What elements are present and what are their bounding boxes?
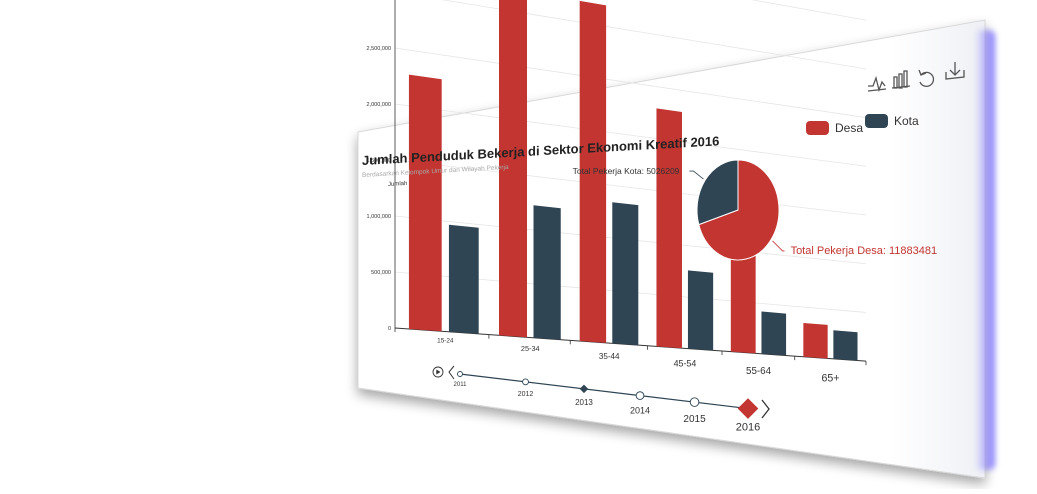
- bar-desa[interactable]: [408, 74, 442, 332]
- bars: [408, 0, 858, 361]
- pie-label: Total Pekerja Desa: 11883481: [791, 245, 938, 257]
- legend-swatch-kota[interactable]: [865, 114, 888, 128]
- x-tick-label: 15-24: [437, 338, 454, 345]
- play-button[interactable]: [432, 366, 444, 378]
- timeline-node[interactable]: [579, 384, 589, 394]
- legend-label-kota[interactable]: Kota: [894, 114, 919, 128]
- y-tick-label: 1,000,000: [367, 214, 391, 220]
- bar-desa[interactable]: [656, 108, 682, 349]
- restore-icon[interactable]: [918, 69, 935, 87]
- timeline-current-marker[interactable]: [737, 398, 759, 419]
- pie-chart: Total Pekerja Desa: 11883481 Total Pekerj…: [573, 159, 938, 261]
- legend[interactable]: Desa Kota: [806, 114, 919, 135]
- timeline-year-label[interactable]: 2013: [575, 398, 593, 407]
- pie-label-line: [689, 170, 704, 180]
- timeline-year-label[interactable]: 2015: [683, 414, 706, 425]
- gridline: [394, 47, 867, 118]
- bar-chart-icon[interactable]: [891, 70, 911, 89]
- pie-label: Total Pekerja Kota: 5026209: [573, 166, 680, 176]
- timeline-year-label[interactable]: 2011: [454, 382, 468, 388]
- timeline-year-label[interactable]: 2014: [630, 406, 650, 416]
- x-axis: 15-24 25-34 35-44 45-54 55-64 65+: [394, 328, 867, 384]
- x-tick-label: 45-54: [674, 359, 697, 369]
- legend-label-desa[interactable]: Desa: [835, 121, 863, 135]
- timeline-node[interactable]: [457, 371, 463, 377]
- timeline-year-label[interactable]: 2012: [518, 391, 534, 398]
- bar-desa[interactable]: [730, 250, 756, 354]
- card-edge-glow: [975, 30, 995, 470]
- y-tick-label: 0: [388, 326, 391, 332]
- timeline[interactable]: 2011 2012 2013 2014 2015 2016: [432, 365, 770, 434]
- bar-kota[interactable]: [761, 311, 787, 356]
- x-tick-label: 25-34: [521, 344, 540, 353]
- bar-desa[interactable]: [498, 0, 528, 338]
- gridline: [394, 159, 867, 216]
- timeline-node[interactable]: [522, 378, 529, 386]
- prev-button[interactable]: [448, 365, 455, 380]
- x-tick-label: 35-44: [599, 352, 620, 361]
- y-tick-label: 1,500,000: [367, 158, 391, 164]
- gridline: [751, 0, 867, 21]
- bar-kota[interactable]: [533, 205, 561, 340]
- next-button[interactable]: [761, 399, 770, 419]
- x-tick-label: 55-64: [746, 366, 772, 377]
- toolbox[interactable]: [867, 62, 965, 93]
- timeline-axis: [459, 373, 749, 410]
- y-tick-label: 500,000: [371, 270, 391, 276]
- pie-slice-desa[interactable]: [698, 159, 780, 261]
- bar-kota[interactable]: [687, 270, 714, 351]
- y-axis: 0 500,000 1,000,000 1,500,000 2,000,000 2,500…: [367, 0, 396, 332]
- pie-slice-kota[interactable]: [696, 159, 739, 226]
- x-tick-label: 65+: [822, 372, 840, 384]
- pie-label-line: [772, 240, 785, 252]
- timeline-node[interactable]: [635, 391, 645, 400]
- download-icon[interactable]: [945, 62, 965, 80]
- bar-desa[interactable]: [579, 0, 607, 343]
- bar-kota[interactable]: [833, 330, 858, 361]
- legend-swatch-desa[interactable]: [806, 121, 829, 135]
- play-icon[interactable]: [436, 369, 441, 375]
- timeline-year-label[interactable]: 2016: [736, 422, 760, 434]
- timeline-node[interactable]: [689, 397, 700, 407]
- bar-kota[interactable]: [612, 202, 639, 346]
- y-tick-label: 2,500,000: [367, 46, 391, 52]
- gridline: [394, 103, 867, 167]
- gridline: [441, 0, 867, 70]
- y-tick-label: 2,000,000: [367, 102, 391, 108]
- bar-desa[interactable]: [803, 322, 828, 359]
- line-chart-icon[interactable]: [867, 75, 887, 93]
- y-axis-label: Jumlah: [388, 181, 407, 188]
- bar-kota[interactable]: [448, 224, 479, 334]
